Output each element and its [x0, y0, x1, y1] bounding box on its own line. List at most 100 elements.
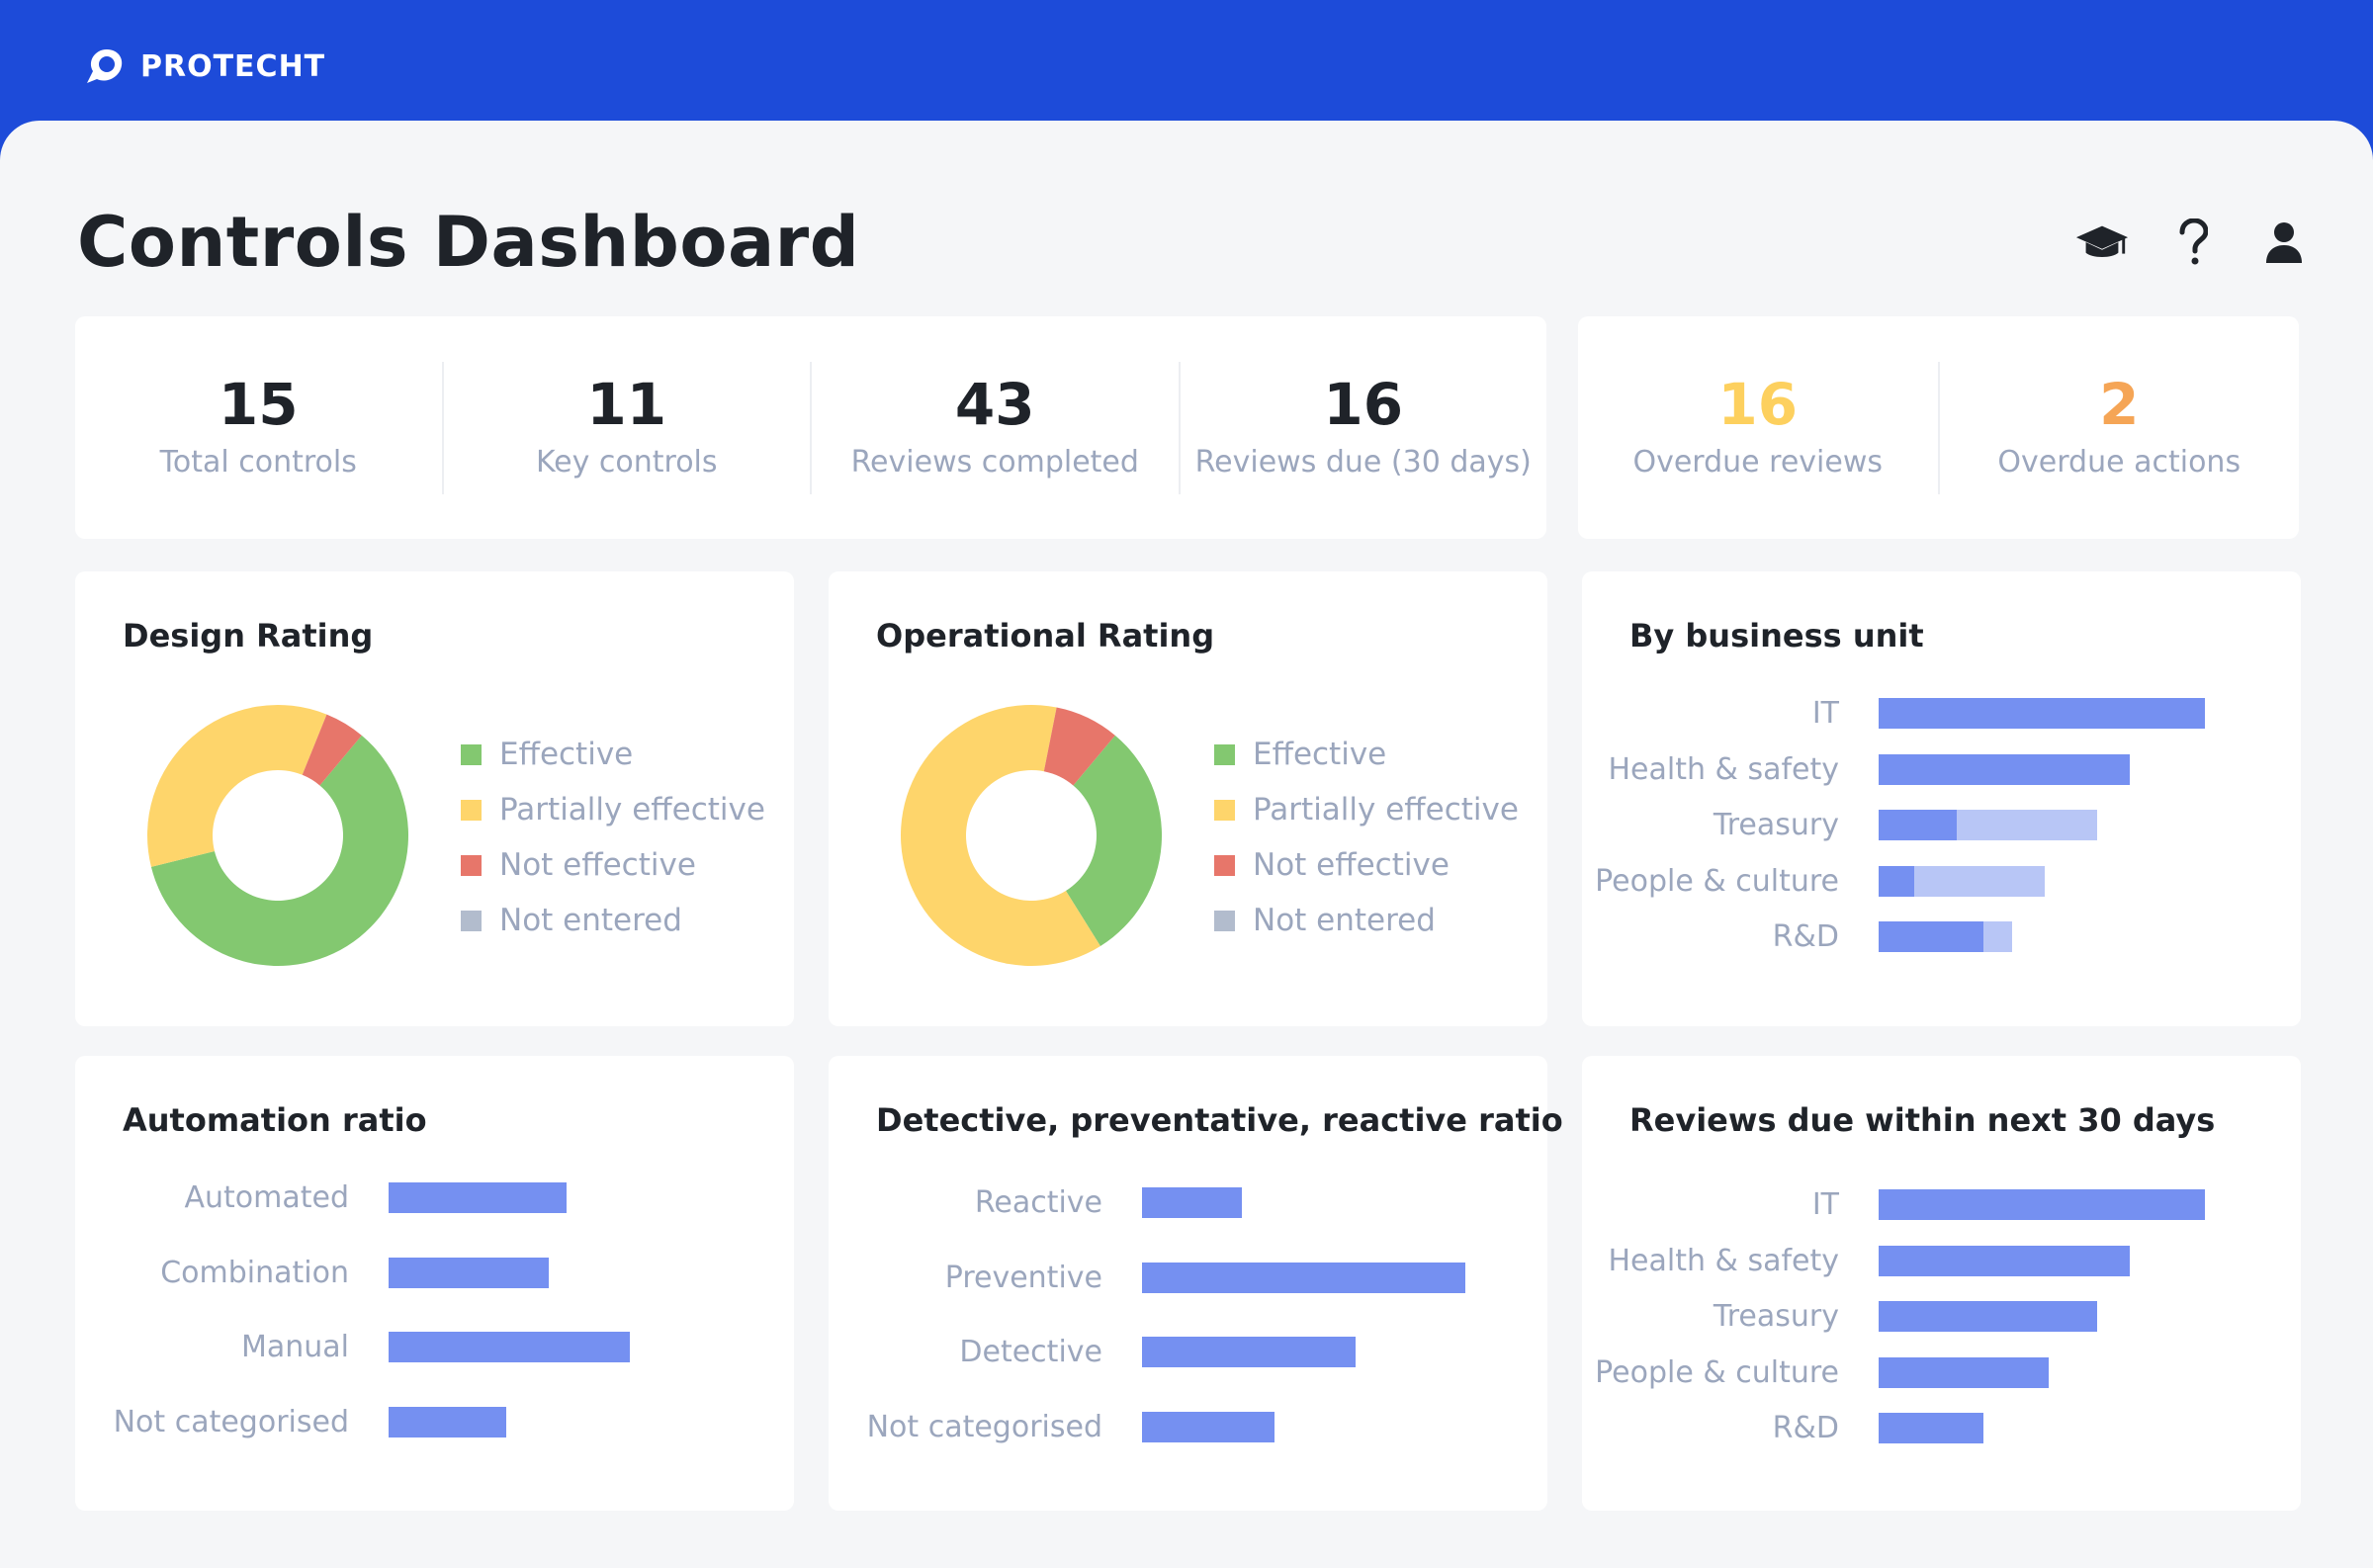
stat-overdue-actions[interactable]: 2 Overdue actions [1940, 362, 2300, 494]
bar-label-people-and-culture: People & culture [1595, 863, 1839, 899]
bar-label-treasury: Treasury [1713, 1299, 1839, 1334]
bar-randd-s1[interactable] [1879, 921, 1983, 952]
stat-reviews-completed[interactable]: 43 Reviews completed [812, 361, 1181, 494]
stat-label: Overdue actions [1997, 445, 2241, 479]
bar-people-and-culture[interactable] [1879, 1356, 2049, 1388]
bar-treasury-s2[interactable] [1957, 810, 2098, 840]
bar-treasury[interactable] [1879, 1301, 2098, 1332]
bar-health-and-safety-s1[interactable] [1879, 753, 2131, 785]
design-rating-legend: Effective Partially effective Not effect… [461, 737, 765, 938]
legend-label: Effective [499, 737, 634, 772]
stat-value: 16 [1323, 371, 1404, 438]
detective-ratio-card: Detective, preventative, reactive ratio … [829, 1056, 1563, 1511]
bar-reactive[interactable] [1142, 1187, 1243, 1218]
legend-item-partially-effective[interactable]: Partially effective [461, 792, 765, 828]
bar-preventive[interactable] [1142, 1262, 1465, 1293]
stat-value: 43 [954, 371, 1035, 438]
bar-label-people-and-culture: People & culture [1595, 1354, 1839, 1390]
legend-swatch [1214, 854, 1235, 876]
bar-label-it: IT [1811, 696, 1839, 731]
bar-label-automated: Automated [184, 1180, 349, 1215]
bar-treasury-s1[interactable] [1879, 810, 1958, 840]
bar-detective[interactable] [1142, 1337, 1356, 1367]
legend-item-effective[interactable]: Effective [461, 737, 765, 772]
panel-title: Automation ratio [123, 1101, 427, 1139]
stat-label: Reviews completed [850, 445, 1139, 479]
legend-label: Not entered [499, 903, 682, 938]
bar-combination[interactable] [389, 1257, 550, 1288]
bar-it-s1[interactable] [1879, 698, 2205, 729]
user-icon[interactable] [2256, 215, 2312, 270]
panel-title: Operational Rating [876, 617, 1215, 654]
alerts-stats-card: 16 Overdue reviews 2 Overdue actions [1578, 316, 2299, 539]
brand-name: PROTECHT [140, 48, 326, 84]
bar-health-and-safety[interactable] [1879, 1245, 2131, 1276]
design-rating-donut[interactable] [144, 702, 411, 969]
bar-randd[interactable] [1879, 1413, 1983, 1443]
legend-swatch [1214, 743, 1235, 765]
donut-slice-partially-effective[interactable] [901, 705, 1100, 966]
bar-automated[interactable] [389, 1182, 567, 1213]
legend-label: Effective [1253, 737, 1387, 772]
legend-label: Partially effective [1253, 792, 1519, 828]
stat-value: 16 [1717, 371, 1799, 438]
bar-not-categorised[interactable] [1142, 1411, 1275, 1442]
stat-label: Reviews due (30 days) [1194, 445, 1532, 479]
legend-item-not-entered[interactable]: Not entered [461, 903, 765, 938]
bar-label-health-and-safety: Health & safety [1608, 751, 1839, 787]
bar-it[interactable] [1879, 1189, 2205, 1220]
stat-value: 2 [2099, 371, 2140, 438]
protecht-logo-icon [87, 49, 123, 83]
bar-label-combination: Combination [160, 1255, 349, 1290]
stat-total-controls[interactable]: 15 Total controls [75, 361, 444, 494]
bar-people-and-culture-s1[interactable] [1879, 865, 1915, 897]
page-title: Controls Dashboard [77, 202, 860, 283]
stat-reviews-due[interactable]: 16 Reviews due (30 days) [1181, 362, 1547, 494]
bar-label-not-categorised: Not categorised [866, 1409, 1102, 1444]
help-icon[interactable] [2165, 215, 2221, 270]
panel-title: By business unit [1629, 617, 1924, 654]
stat-label: Total controls [159, 445, 357, 479]
bar-label-manual: Manual [240, 1330, 349, 1364]
business-unit-card: By business unit IT Health & safety Treasu… [1582, 571, 2301, 1026]
stat-label: Overdue reviews [1632, 445, 1884, 479]
bar-label-health-and-safety: Health & safety [1608, 1243, 1839, 1278]
legend-swatch [1214, 799, 1235, 821]
legend-label: Not effective [1253, 847, 1450, 883]
stat-overdue-reviews[interactable]: 16 Overdue reviews [1578, 361, 1940, 494]
donut-slice-effective[interactable] [150, 735, 408, 966]
legend-item-not-effective[interactable]: Not effective [1214, 847, 1519, 883]
donut-slice-effective[interactable] [1065, 735, 1162, 946]
legend-label: Partially effective [499, 792, 765, 828]
legend-swatch [461, 854, 482, 876]
graduation-cap-icon[interactable] [2074, 215, 2130, 270]
bar-label-randd: R&D [1772, 919, 1839, 954]
bar-randd-s2[interactable] [1982, 921, 2013, 952]
stat-key-controls[interactable]: 11 Key controls [444, 361, 812, 494]
bar-not-categorised[interactable] [389, 1406, 506, 1437]
bar-label-preventive: Preventive [944, 1260, 1102, 1295]
legend-label: Not entered [1253, 903, 1436, 938]
legend-swatch [461, 799, 482, 821]
bar-label-it: IT [1811, 1187, 1839, 1222]
panel-title: Design Rating [123, 617, 374, 654]
summary-stats-card: 15 Total controls 11 Key controls 43 Rev… [75, 316, 1546, 539]
legend-item-effective[interactable]: Effective [1214, 737, 1519, 772]
stat-value: 15 [218, 371, 299, 438]
legend-item-not-entered[interactable]: Not entered [1214, 903, 1519, 938]
legend-item-partially-effective[interactable]: Partially effective [1214, 792, 1519, 828]
donut-slice-partially-effective[interactable] [147, 705, 327, 867]
operational-rating-donut[interactable] [898, 702, 1165, 969]
bar-manual[interactable] [389, 1332, 630, 1362]
legend-item-not-effective[interactable]: Not effective [461, 847, 765, 883]
bar-label-not-categorised: Not categorised [113, 1404, 349, 1439]
legend-swatch [461, 743, 482, 765]
legend-swatch [1214, 910, 1235, 931]
bar-people-and-culture-s2[interactable] [1914, 865, 2046, 897]
donut-slice-not-effective[interactable] [1043, 707, 1115, 786]
bar-label-reactive: Reactive [974, 1185, 1102, 1220]
header-actions [2074, 215, 2312, 270]
donut-slice-not-effective[interactable] [302, 714, 362, 786]
design-rating-card: Design Rating Effective Partially effect… [75, 571, 794, 1026]
brand[interactable]: PROTECHT [77, 44, 325, 89]
